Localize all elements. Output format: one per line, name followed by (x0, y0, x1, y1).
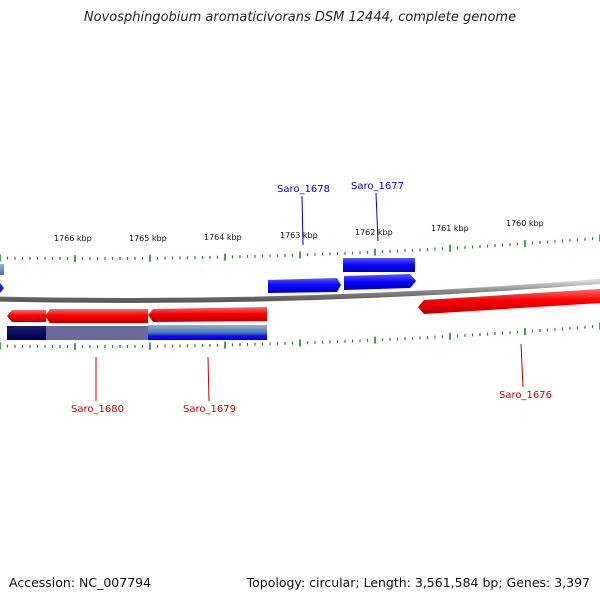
gene-saro-1676[interactable] (418, 289, 600, 314)
label-saro-1678[interactable]: Saro_1678 (277, 184, 330, 195)
label-saro-1680[interactable]: Saro_1680 (71, 404, 124, 415)
scale-label-1766: 1766 kbp (54, 234, 92, 243)
edge-feature-steel[interactable] (0, 264, 4, 275)
lower-track-steel (148, 325, 267, 333)
leader-saro-1677 (375, 192, 379, 242)
scale-label-1762: 1762 kbp (355, 228, 393, 237)
edge-feature-blue-arrow[interactable] (0, 283, 4, 293)
gene-saro-1679[interactable] (148, 307, 267, 322)
genome-backbone (0, 278, 600, 304)
outer-ticks (0, 234, 600, 263)
label-saro-1679[interactable]: Saro_1679 (183, 404, 236, 415)
gene-saro-1680[interactable] (45, 309, 148, 323)
lower-track-slate (46, 326, 148, 340)
accession-text: Accession: NC_007794 (9, 575, 152, 590)
leader-saro-1679 (207, 356, 210, 402)
inner-ticks (0, 322, 600, 351)
gene-saro-1678[interactable] (268, 278, 341, 293)
scale-label-1765: 1765 kbp (129, 234, 167, 243)
gene-saro-1677[interactable] (344, 274, 416, 290)
gene-saro-1677-track-upper[interactable] (343, 258, 415, 272)
genome-summary-text: Topology: circular; Length: 3,561,584 bp… (246, 575, 590, 590)
scale-label-1763: 1763 kbp (280, 231, 318, 240)
scale-label-1761: 1761 kbp (431, 224, 469, 233)
lower-track-blue (148, 333, 267, 340)
scale-label-1760: 1760 kbp (506, 219, 544, 228)
leader-saro-1676 (520, 343, 524, 388)
genome-title: Novosphingobium aromaticivorans DSM 1244… (83, 10, 517, 25)
lower-track-navy (7, 326, 47, 340)
scale-label-1764: 1764 kbp (204, 233, 242, 242)
label-saro-1676[interactable]: Saro_1676 (499, 390, 552, 401)
label-saro-1677[interactable]: Saro_1677 (351, 181, 404, 192)
gene-red-fragment[interactable] (7, 310, 46, 322)
leader-saro-1678 (301, 195, 304, 246)
